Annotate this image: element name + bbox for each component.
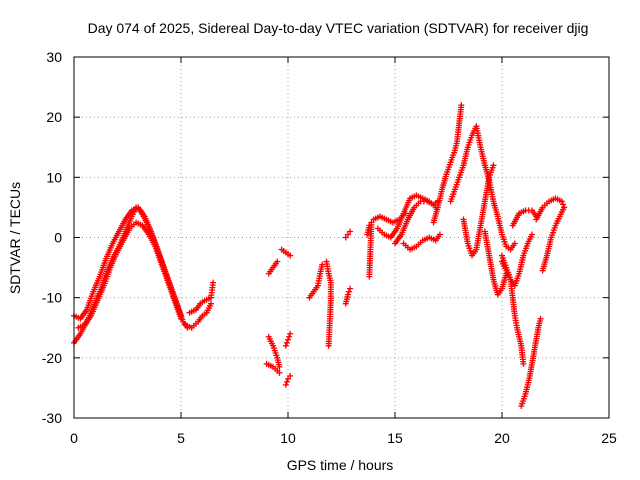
data-point bbox=[276, 369, 283, 376]
data-point bbox=[347, 228, 354, 235]
data-point bbox=[347, 285, 354, 292]
data-point bbox=[436, 231, 443, 238]
data-point bbox=[511, 240, 518, 247]
data-point bbox=[458, 102, 465, 109]
y-tick-labels: -30 -20 -10 0 10 20 30 bbox=[42, 49, 62, 426]
x-tick-label: 0 bbox=[70, 430, 78, 446]
data-point bbox=[490, 162, 497, 169]
y-tick-label: -30 bbox=[42, 410, 62, 426]
data-point bbox=[561, 204, 568, 211]
data-point bbox=[283, 378, 290, 385]
y-tick-label: -20 bbox=[42, 350, 62, 366]
y-tick-label: 0 bbox=[54, 230, 62, 246]
data-point bbox=[344, 291, 351, 298]
data-point bbox=[533, 213, 540, 220]
data-point bbox=[520, 360, 527, 367]
data-points bbox=[71, 102, 568, 409]
data-point bbox=[286, 333, 293, 340]
data-point bbox=[282, 342, 289, 349]
data-point bbox=[287, 372, 294, 379]
data-point bbox=[282, 381, 289, 388]
x-tick-label: 15 bbox=[387, 430, 403, 446]
data-point bbox=[559, 201, 566, 208]
x-tick-label: 5 bbox=[177, 430, 185, 446]
data-point bbox=[537, 315, 544, 322]
plot-frame bbox=[73, 56, 610, 419]
y-axis-label: SDTVAR / TECUs bbox=[7, 182, 23, 294]
data-point bbox=[276, 363, 283, 370]
x-tick-label: 10 bbox=[280, 430, 296, 446]
data-point bbox=[274, 258, 281, 265]
x-tick-label: 20 bbox=[494, 430, 510, 446]
data-point bbox=[285, 375, 291, 382]
y-tick-label: -10 bbox=[42, 290, 62, 306]
y-tick-label: 20 bbox=[46, 109, 62, 125]
data-point bbox=[283, 339, 290, 346]
data-point bbox=[287, 252, 294, 259]
chart-title: Day 074 of 2025, Sidereal Day-to-day VTE… bbox=[88, 20, 589, 36]
data-point bbox=[178, 315, 184, 322]
data-point bbox=[344, 231, 351, 238]
data-point bbox=[345, 288, 352, 295]
x-axis-label: GPS time / hours bbox=[287, 457, 394, 473]
data-point bbox=[285, 336, 291, 343]
data-point bbox=[558, 198, 565, 205]
data-point bbox=[366, 273, 373, 280]
x-tick-label: 25 bbox=[601, 430, 617, 446]
y-tick-label: 30 bbox=[46, 49, 62, 65]
data-point bbox=[210, 279, 217, 286]
data-point bbox=[528, 231, 535, 238]
data-point bbox=[207, 300, 214, 307]
data-point bbox=[287, 330, 294, 337]
y-tick-label: 10 bbox=[46, 169, 62, 185]
data-point bbox=[342, 234, 349, 241]
x-tick-labels: 0 5 10 15 20 25 bbox=[70, 430, 617, 446]
data-point bbox=[325, 342, 332, 349]
